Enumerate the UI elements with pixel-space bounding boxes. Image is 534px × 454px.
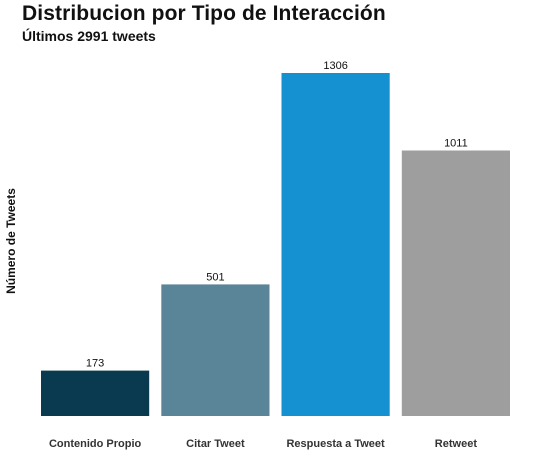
bars-group (41, 73, 510, 416)
data-labels-group: 173 501 1306 1011 (86, 60, 468, 370)
x-tick-labels-group: Contenido Propio Citar Tweet Respuesta a T… (49, 438, 477, 450)
chart-title: Distribucion por Tipo de Interacción (22, 2, 386, 25)
data-label-1: 501 (206, 271, 224, 283)
bar-2 (281, 73, 390, 416)
y-axis-label: Número de Tweets (4, 188, 18, 294)
data-label-2: 1306 (323, 60, 347, 72)
bar-3 (401, 150, 510, 416)
data-label-3: 1011 (444, 138, 468, 150)
x-tick-label-0: Contenido Propio (49, 438, 142, 450)
data-label-0: 173 (86, 358, 104, 370)
x-tick-label-2: Respuesta a Tweet (286, 438, 385, 450)
x-tick-label-1: Citar Tweet (186, 438, 245, 450)
x-tick-label-3: Retweet (435, 438, 478, 450)
bar-1 (161, 284, 270, 416)
chart-subtitle: Últimos 2991 tweets (22, 28, 156, 44)
bar-0 (41, 370, 150, 416)
